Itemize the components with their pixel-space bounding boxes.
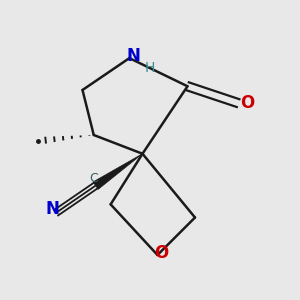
Text: O: O: [240, 94, 255, 112]
Text: C: C: [89, 172, 98, 185]
Text: O: O: [154, 244, 168, 262]
Polygon shape: [93, 154, 142, 189]
Text: N: N: [126, 47, 140, 65]
Text: N: N: [46, 200, 59, 218]
Text: H: H: [145, 61, 155, 74]
